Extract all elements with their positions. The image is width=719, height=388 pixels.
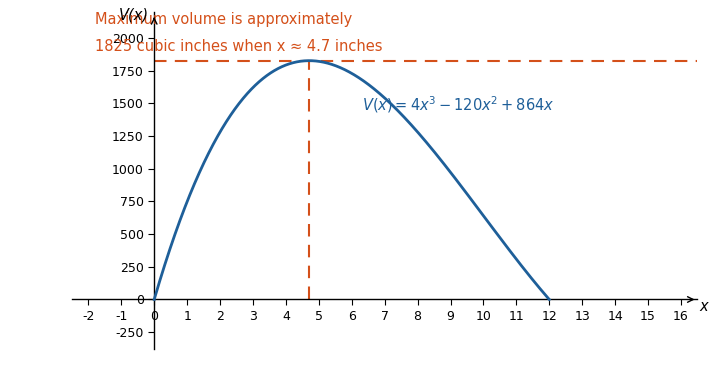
Text: V(x): V(x) (119, 7, 150, 23)
Text: $V(x) = 4x^3 - 120x^2 + 864x$: $V(x) = 4x^3 - 120x^2 + 864x$ (362, 94, 554, 115)
Text: 1825 cubic inches when x ≈ 4.7 inches: 1825 cubic inches when x ≈ 4.7 inches (95, 39, 383, 54)
Text: x: x (699, 299, 707, 314)
Text: Maximum volume is approximately: Maximum volume is approximately (95, 12, 352, 27)
